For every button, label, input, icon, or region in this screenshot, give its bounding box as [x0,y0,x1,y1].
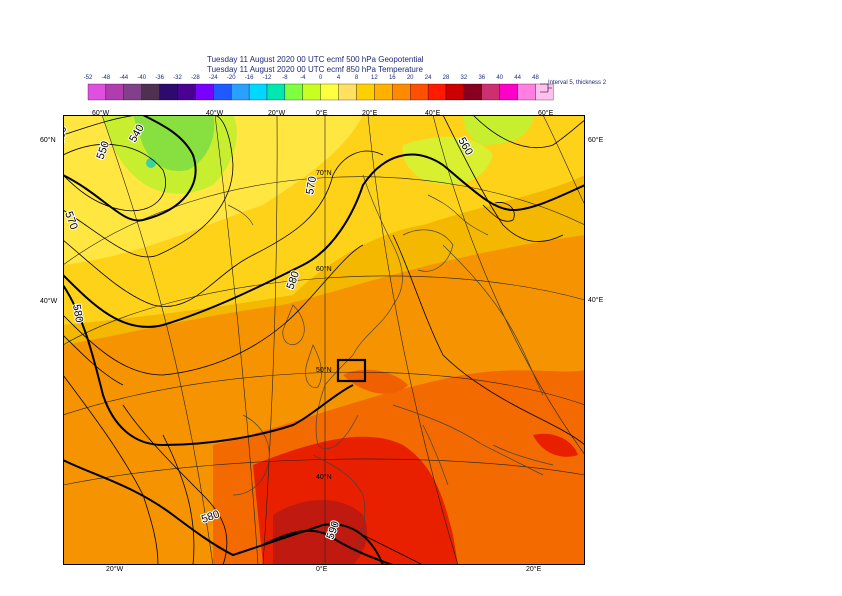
legend-tick-label: -32 [173,75,182,81]
top-lon-label: 40°E [425,110,441,117]
top-lon-label: 20°W [268,110,286,117]
legend-tick-label: -16 [245,75,254,81]
legend-note: Interval 5, thickness 2 [548,80,607,86]
legend-tick-label: -52 [84,75,93,81]
legend-tick-label: -48 [102,75,111,81]
legend-tick-label: 36 [478,75,485,81]
legend-tick-label: -28 [191,75,200,81]
legend-swatch [284,83,303,101]
legend-swatch [159,83,178,101]
contour-label: 580 [70,303,85,323]
legend-swatch [517,83,536,101]
bottom-lon-label: 20°W [106,566,124,573]
right-label: 60°E [588,137,604,144]
legend-swatch [338,83,357,101]
top-lon-label: 20°E [362,110,378,117]
legend-swatch [463,83,482,101]
weather-map: 540 550 560 560 570 570 580 580 580 590 [63,115,585,565]
legend-swatch [302,83,321,101]
legend-tick-label: 40 [496,75,503,81]
legend-tick-label: 20 [407,75,414,81]
legend-tick-label: -24 [209,75,218,81]
legend-tick-label: -44 [119,75,128,81]
legend-swatch [481,83,500,101]
legend-swatch [427,83,447,101]
legend-tick-label: -12 [263,75,272,81]
legend-swatch [374,83,393,101]
legend-swatch [266,83,286,101]
legend-tick-label: 8 [355,75,359,81]
legend-swatch [213,83,232,101]
legend-tick-label: -8 [282,75,288,81]
top-lon-label: 60°E [538,110,554,117]
lat-label: 60°N [316,266,332,273]
top-lon-label: 40°W [206,110,224,117]
lat-label: 70°N [316,170,332,177]
legend-swatch [231,83,250,101]
legend-tick-label: 24 [425,75,432,81]
legend-tick-label: 28 [443,75,450,81]
legend-swatch [410,83,429,101]
bottom-lon-label: 0°E [316,566,328,573]
lat-label: 50°N [316,367,332,374]
legend-tick-label: -4 [300,75,306,81]
contour-label: 570 [304,175,319,195]
legend-swatch [195,83,214,101]
legend-tick-label: 0 [319,75,323,81]
legend-tick-label: 32 [461,75,468,81]
legend-tick-label: 16 [389,75,396,81]
legend-swatch [445,83,465,101]
legend-swatch [105,83,124,101]
bottom-lon-label: 20°E [526,566,542,573]
title-line-1: Tuesday 11 August 2020 00 UTC ecmf 500 h… [207,55,424,64]
top-lon-label: 0°E [316,110,328,117]
legend-tick-label: -40 [137,75,146,81]
color-legend: -52 -48 -44 -40 -36 -32 -28 -24 -20 -16 -12 -8 -4 0 4 8… [84,75,554,101]
legend-tick-label: 48 [532,75,539,81]
legend-swatch [320,83,339,101]
legend-tick-label: -20 [227,75,236,81]
title-line-2: Tuesday 11 August 2020 00 UTC ecmf 850 h… [207,65,423,74]
left-label: 40°W [40,298,58,305]
legend-swatch [248,83,268,101]
legend-tick-label: -36 [155,75,164,81]
legend-tick-label: 44 [514,75,521,81]
contour-label: 560 [63,125,69,145]
top-lon-label: 60°W [92,110,110,117]
legend-swatch [141,83,160,101]
lat-label: 40°N [316,474,332,481]
left-label: 60°N [40,137,56,144]
legend-swatch [392,83,411,101]
legend-swatch [356,83,375,101]
legend-tick-label: 4 [337,75,341,81]
legend-swatch [87,83,107,101]
legend-swatch [123,83,142,101]
legend-swatch [499,83,518,101]
legend-tick-label: 12 [371,75,378,81]
right-label: 40°E [588,297,604,304]
legend-swatch [177,83,196,101]
